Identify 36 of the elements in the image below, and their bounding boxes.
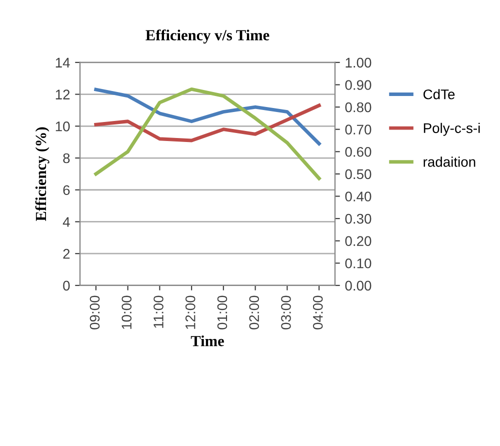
legend-label: radaition <box>424 156 476 167</box>
y2-tick-label: 0.60 <box>345 146 372 157</box>
x-tick-label: 01:00 <box>217 296 228 330</box>
y2-tick-label: 0.90 <box>345 80 372 90</box>
x-tick-label: 02:00 <box>249 296 260 330</box>
line-series <box>94 87 321 180</box>
y-tick-label: 0 <box>63 280 70 291</box>
x-tick-label: 11:00 <box>154 296 164 328</box>
x-axis-title: Time <box>190 335 224 346</box>
line-series <box>94 104 321 142</box>
y2-tick-label: 0.10 <box>345 258 372 268</box>
y2-tick-label: 0.00 <box>345 280 372 291</box>
y2-tick-label: 0.70 <box>345 124 372 135</box>
line-series <box>94 88 321 146</box>
x-tick-label: 09:00 <box>90 296 100 330</box>
y-tick-label: 14 <box>56 58 70 68</box>
legend-label: Poly-c-s-i <box>424 122 480 136</box>
y-tick-label: 4 <box>62 217 70 227</box>
y-tick-label: 10 <box>56 121 70 132</box>
y2-tick-label: 0.80 <box>345 102 372 112</box>
y-tick-label: 2 <box>63 248 70 259</box>
y-tick-label: 6 <box>63 185 70 196</box>
chart-title: Efficiency v/s Time <box>146 29 270 44</box>
y2-tick-label: 0.20 <box>345 236 372 246</box>
y2-tick-label: 0.40 <box>345 192 372 202</box>
y-tick-label: 8 <box>63 153 70 164</box>
x-tick-label: 04:00 <box>312 296 323 330</box>
y-tick-label: 12 <box>56 90 70 100</box>
x-tick-label: 10:00 <box>122 296 132 329</box>
y-axis-title: Efficiency (%) <box>35 127 50 221</box>
y2-tick-label: 0.50 <box>345 169 372 180</box>
y2-tick-label: 1.00 <box>346 58 372 68</box>
x-tick-label: 03:00 <box>281 296 291 330</box>
legend-label: CdTe <box>424 89 455 100</box>
x-tick-label: 12:00 <box>185 296 196 329</box>
y2-tick-label: 0.30 <box>345 214 372 224</box>
